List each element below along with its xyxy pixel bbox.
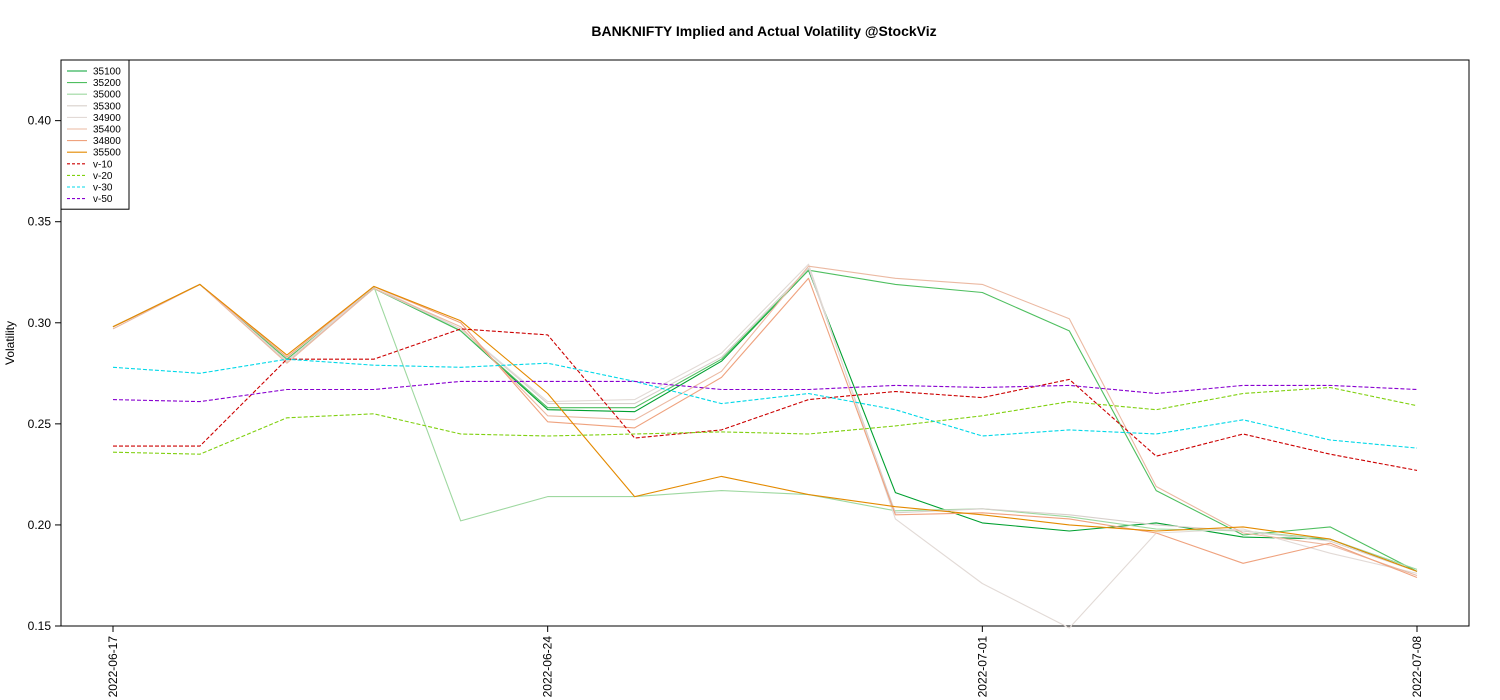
series-line-35400 bbox=[112, 265, 1418, 577]
plot-area-frame bbox=[60, 59, 1470, 627]
y-tick-label: 0.30 bbox=[28, 316, 52, 330]
series-line-35300 bbox=[112, 267, 1418, 572]
legend-label: v-20 bbox=[93, 171, 113, 182]
series-line-35200 bbox=[112, 269, 1418, 572]
y-tick-label: 0.40 bbox=[28, 114, 52, 128]
series-line-34800 bbox=[112, 277, 1418, 579]
series-line-v-30 bbox=[112, 358, 1418, 449]
x-tick-label: 2022-07-01 bbox=[975, 636, 989, 698]
legend-label: 35100 bbox=[93, 67, 121, 78]
legend-label: 35000 bbox=[93, 90, 121, 101]
y-tick-label: 0.20 bbox=[28, 518, 52, 532]
y-tick-label: 0.15 bbox=[28, 619, 52, 633]
x-axis: 2022-06-17 2022-06-24 2022-07-01 2022-07-08 bbox=[106, 626, 1424, 697]
series-line-v-10 bbox=[113, 328, 1418, 471]
y-tick-label: 0.25 bbox=[28, 417, 52, 431]
x-tick-label: 2022-06-24 bbox=[541, 636, 555, 698]
series-line-v-50 bbox=[112, 380, 1418, 403]
chart-title: BANKNIFTY Implied and Actual Volatility … bbox=[591, 23, 936, 39]
series-line-35500 bbox=[112, 283, 1418, 572]
legend-label: v-30 bbox=[93, 183, 113, 194]
series-line-v-20 bbox=[112, 386, 1418, 455]
series-line-34900 bbox=[112, 263, 1418, 629]
legend-box bbox=[60, 59, 130, 210]
x-tick-label: 2022-06-17 bbox=[106, 636, 120, 698]
legend-label: v-10 bbox=[93, 159, 113, 170]
y-axis: 0.15 0.20 0.25 0.30 0.35 0.40 bbox=[28, 114, 61, 633]
y-axis-label: Volatility bbox=[3, 321, 17, 365]
legend-label: 35300 bbox=[93, 101, 121, 112]
legend-label: 35500 bbox=[93, 148, 121, 159]
legend: 3510035200350003530034900354003480035500… bbox=[60, 59, 130, 210]
legend-label: 35400 bbox=[93, 125, 121, 136]
series-lines bbox=[112, 263, 1418, 629]
legend-label: v-50 bbox=[93, 194, 113, 205]
legend-label: 34800 bbox=[93, 136, 121, 147]
legend-label: 35200 bbox=[93, 78, 121, 89]
x-tick-label: 2022-07-08 bbox=[1410, 636, 1424, 698]
y-tick-label: 0.35 bbox=[28, 215, 52, 229]
legend-label: 34900 bbox=[93, 113, 121, 124]
